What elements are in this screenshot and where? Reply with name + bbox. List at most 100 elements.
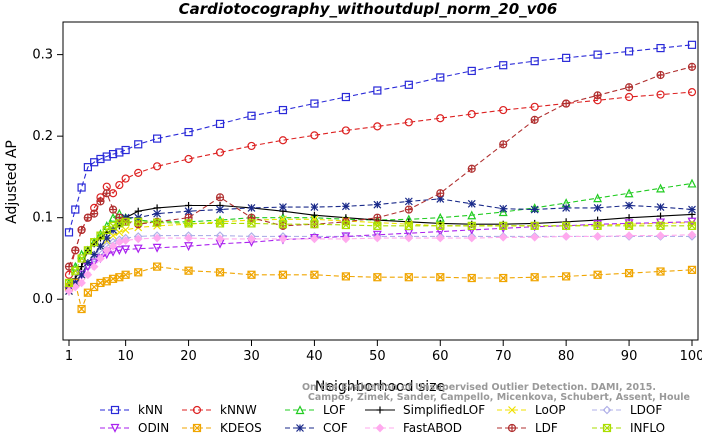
watermark-line-1: Campos, Zimek, Sander, Campello, Micenko… [308, 392, 690, 403]
y-tick-label-0: 0.0 [32, 292, 53, 307]
point-fastabod-26 [624, 231, 634, 240]
point-knn-5 [96, 154, 105, 164]
x-tick-label-10: 10 [117, 349, 134, 364]
point-kdeos-2 [77, 304, 86, 314]
point-knn-8 [115, 148, 124, 157]
point-cof-25 [593, 203, 602, 212]
point-fastabod-14 [247, 234, 256, 244]
point-lof-25 [593, 193, 603, 203]
point-cof-21 [467, 199, 476, 208]
point-kdeos-10 [134, 268, 143, 277]
point-knnw-23 [530, 102, 539, 111]
point-odin-8 [114, 246, 124, 256]
point-loop-8 [115, 228, 124, 237]
point-knnw-26 [624, 92, 634, 102]
y-tick-label-1: 0.1 [32, 211, 53, 226]
point-kdeos-26 [624, 269, 634, 278]
y-tick-label-3: 0.3 [32, 48, 53, 63]
point-knnw-13 [215, 148, 225, 157]
point-knn-9 [121, 145, 130, 155]
legend-item-loop: LoOP [497, 403, 566, 417]
point-knnw-9 [121, 174, 130, 183]
point-cof-24 [562, 203, 571, 212]
point-cof-22 [499, 204, 508, 213]
legend: kNN kNNW LOF SimplifiedLOF LoOP LDOF ODIN KDEOS… [100, 403, 665, 434]
point-inflo-20 [436, 221, 445, 230]
point-ldf-7 [108, 205, 118, 214]
x-tick-label-40: 40 [306, 349, 323, 364]
series-line-ldof [68, 235, 692, 292]
point-kdeos-15 [278, 270, 288, 279]
point-knnw-11 [153, 162, 162, 171]
point-knn-7 [108, 149, 118, 159]
point-knn-25 [593, 50, 602, 59]
point-fastabod-23 [530, 232, 540, 242]
point-odin-4 [89, 258, 99, 268]
point-fastabod-7 [108, 241, 118, 251]
legend-item-kdeos: KDEOS [182, 421, 262, 434]
point-knn-2 [77, 183, 86, 192]
legend-marker-cof [296, 424, 304, 432]
point-ldf-22 [499, 140, 508, 149]
point-simplifiedlof-27 [657, 212, 665, 220]
point-knn-11 [153, 134, 162, 143]
point-kdeos-19 [404, 273, 413, 282]
point-inflo-11 [153, 218, 162, 227]
point-kdeos-28 [687, 265, 697, 274]
point-inflo-19 [404, 221, 413, 230]
point-lof-26 [624, 188, 634, 198]
point-knn-13 [215, 119, 225, 129]
point-kdeos-12 [184, 266, 193, 275]
point-cof-13 [216, 205, 224, 214]
point-knnw-21 [467, 110, 476, 119]
point-kdeos-23 [530, 273, 539, 282]
legend-label-fastabod: FastABOD [403, 421, 462, 434]
legend-marker-simplifiedlof [376, 406, 384, 414]
point-inflo-23 [530, 221, 539, 230]
point-knnw-17 [341, 126, 350, 135]
legend-label-inflo: INFLO [630, 421, 665, 434]
point-kdeos-24 [562, 272, 571, 281]
point-knnw-27 [656, 90, 665, 99]
point-ldf-1 [71, 246, 80, 255]
point-inflo-14 [247, 219, 256, 228]
legend-item-inflo: INFLO [592, 421, 665, 434]
legend-item-lof: LOF [285, 403, 346, 417]
legend-label-knn: kNN [138, 403, 163, 417]
point-fastabod-8 [114, 237, 124, 247]
x-tick-label-70: 70 [495, 349, 512, 364]
point-kdeos-22 [499, 273, 508, 283]
legend-item-knn: kNN [100, 403, 163, 417]
point-inflo-28 [687, 221, 697, 230]
point-inflo-17 [341, 220, 350, 230]
point-kdeos-27 [656, 267, 665, 276]
axes: 1 10 20 30 40 50 60 70 80 90 100 0.0 0.1 0.2 0.3 [32, 48, 702, 364]
point-fastabod-27 [656, 231, 665, 240]
point-knn-19 [404, 80, 413, 89]
point-inflo-4 [90, 238, 99, 247]
point-knnw-28 [687, 88, 697, 97]
legend-marker-inflo [602, 423, 612, 433]
series-line-knnw [68, 91, 693, 275]
point-cof-17 [341, 202, 350, 211]
point-knn-20 [436, 73, 445, 82]
point-cof-16 [310, 203, 319, 212]
point-odin-23 [530, 222, 540, 232]
point-kdeos-14 [247, 270, 256, 279]
series-line-kdeos [68, 266, 693, 311]
y-axis-label: Adjusted AP [4, 140, 20, 224]
legend-label-cof: COF [323, 421, 348, 434]
point-knnw-18 [373, 122, 382, 131]
point-knnw-15 [278, 136, 288, 145]
legend-label-odin: ODIN [138, 421, 169, 434]
legend-marker-lof [295, 405, 305, 415]
plot-frame [62, 21, 699, 341]
point-inflo-24 [562, 221, 571, 230]
point-cof-28 [688, 205, 696, 214]
point-ldf-27 [656, 70, 665, 80]
x-tick-label-80: 80 [558, 349, 575, 364]
point-cof-23 [530, 205, 539, 214]
legend-label-loop: LoOP [535, 403, 566, 417]
point-ldf-6 [102, 189, 111, 198]
x-tick-label-1: 1 [65, 349, 73, 364]
